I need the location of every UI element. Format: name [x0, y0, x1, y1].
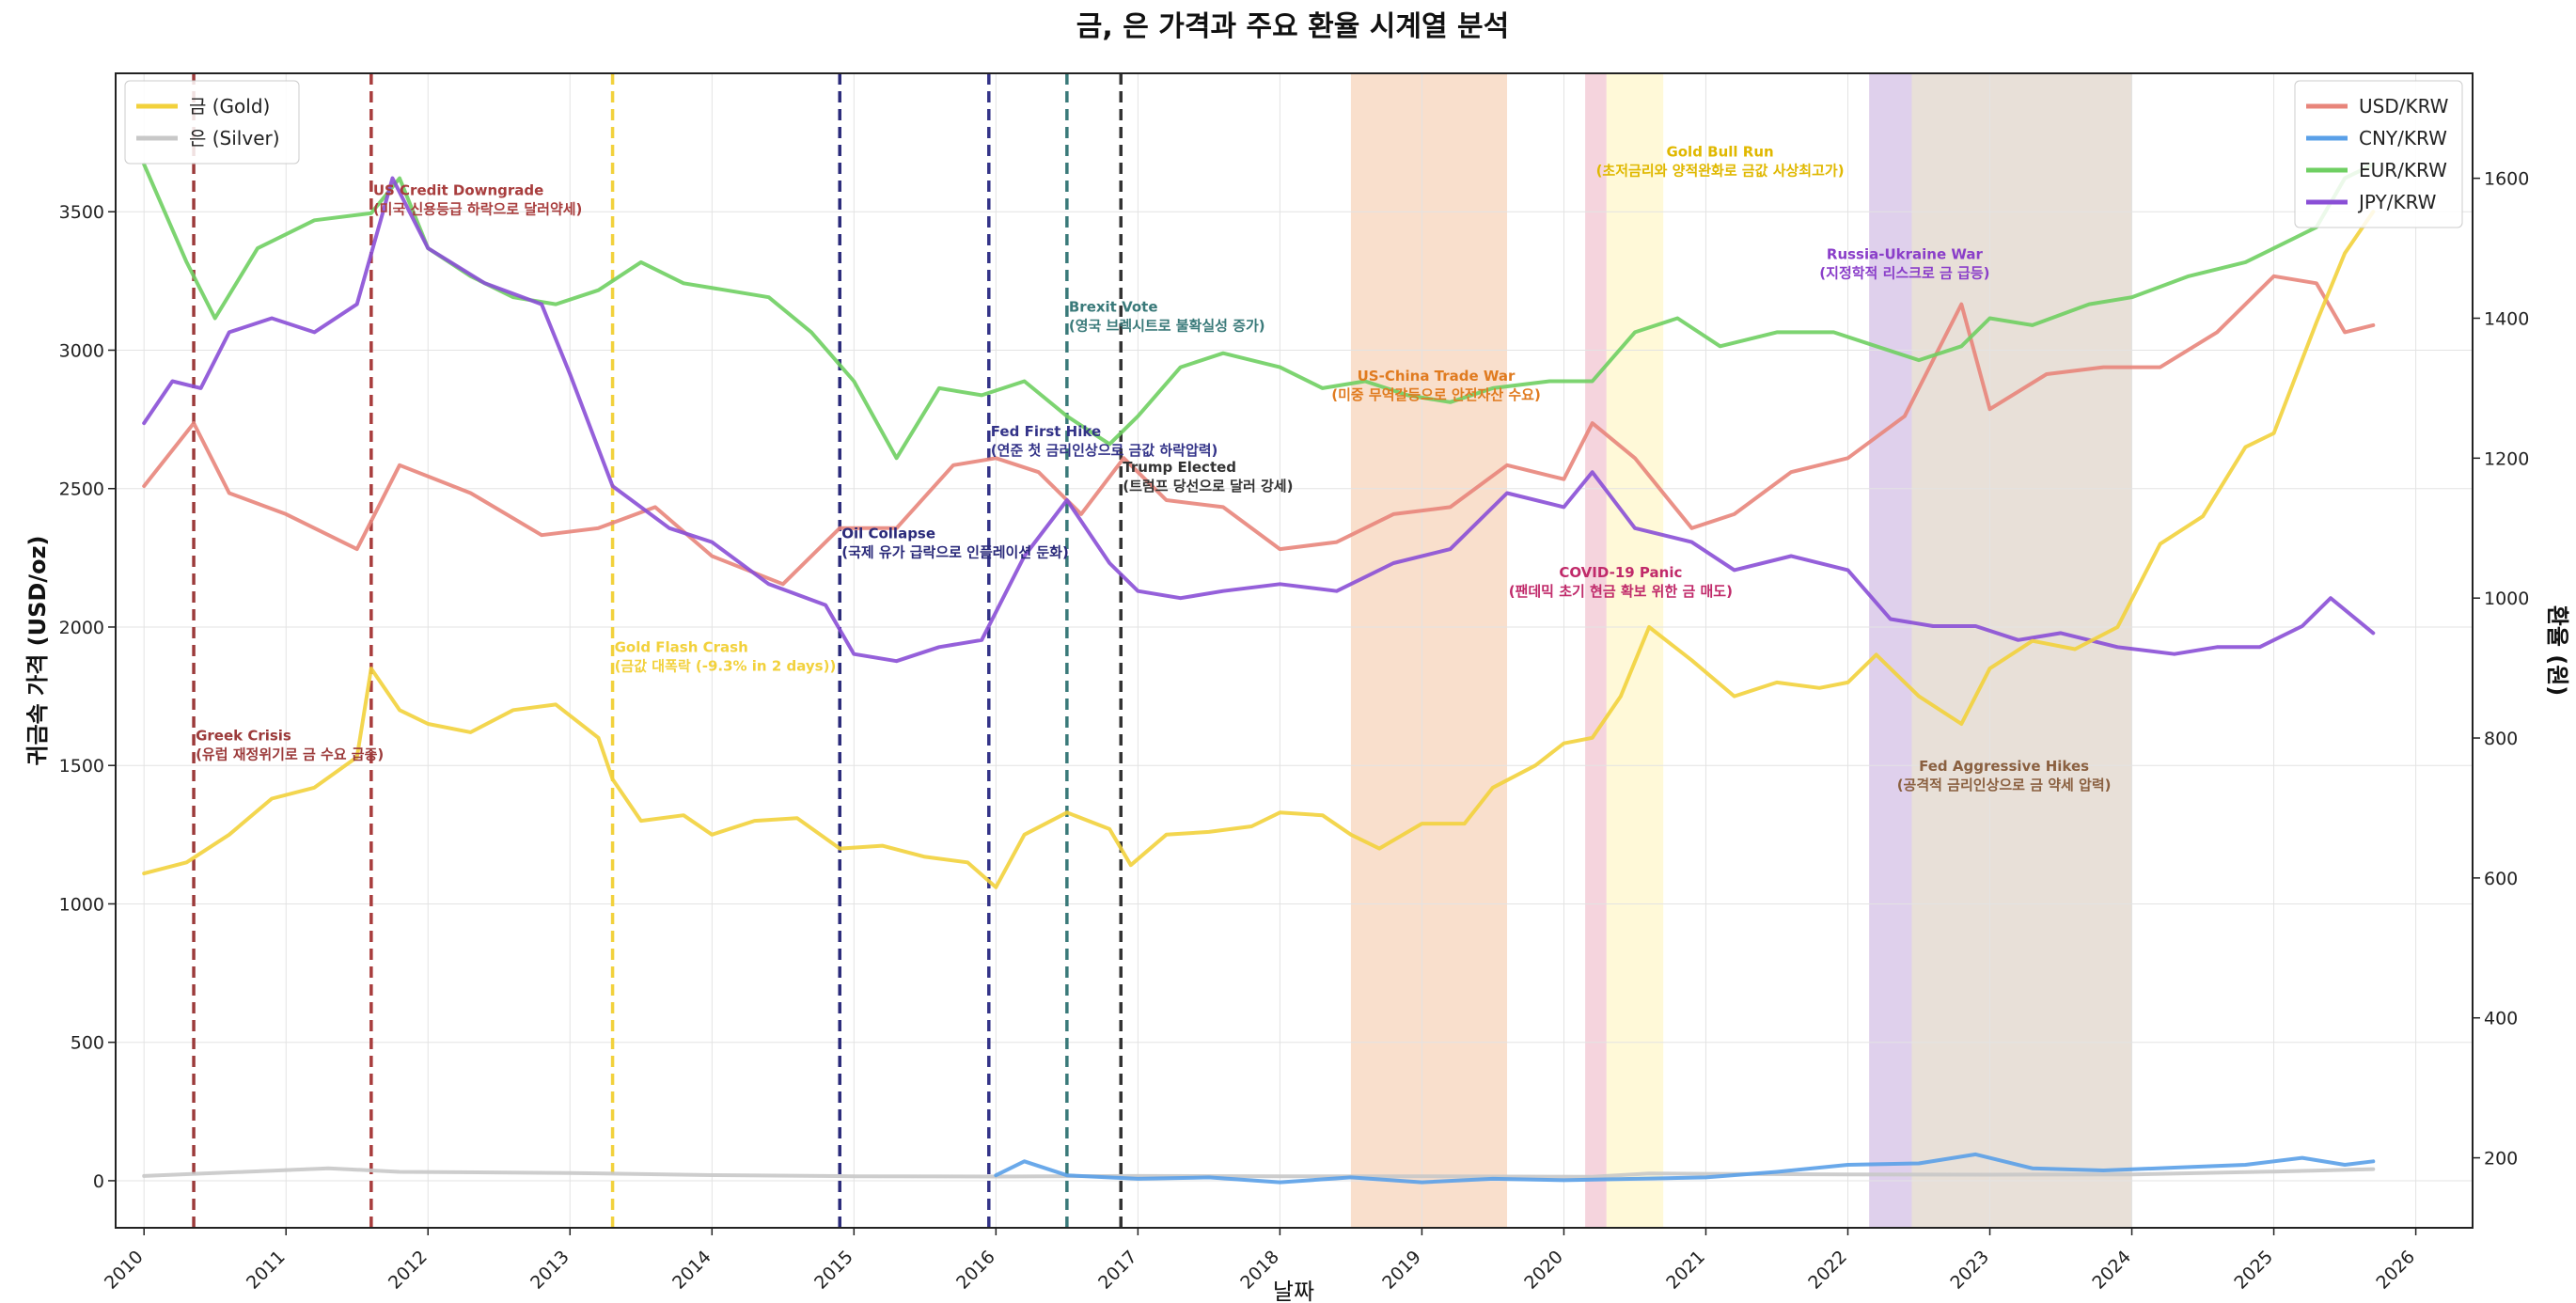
region-label-4-desc: (공격적 금리인상으로 금 약세 압력) — [1897, 777, 2112, 793]
shaded-region-1 — [1585, 73, 1607, 1228]
legend-box — [124, 80, 300, 165]
event-label-6-desc: (트럼프 당선으로 달러 강세) — [1123, 478, 1293, 495]
y-right-tick-label: 400 — [2484, 1009, 2518, 1029]
x-tick-label: 2023 — [1946, 1247, 1993, 1294]
x-tick-label: 2026 — [2372, 1247, 2419, 1294]
y-right-tick-label: 600 — [2484, 869, 2518, 889]
x-tick-label: 2012 — [385, 1247, 432, 1294]
y-axis-label-left: 귀금속 가격 (USD/oz) — [24, 536, 51, 766]
event-label-5-desc: (영국 브렉시트로 불확실성 증가) — [1069, 317, 1265, 334]
region-label-2-title: COVID-19 Panic — [1559, 564, 1682, 581]
x-tick-label: 2013 — [526, 1247, 573, 1294]
region-label-0-desc: (미중 무역갈등으로 안전자산 수요) — [1331, 386, 1541, 403]
x-tick-label: 2016 — [952, 1247, 999, 1294]
region-label-1-title: Gold Bull Run — [1666, 143, 1773, 160]
grid — [116, 73, 2473, 1228]
x-tick-label: 2024 — [2088, 1247, 2135, 1294]
axes: 2010 2011 2012 2013 2014 2015 2016 2017 2018 2019… — [59, 169, 2530, 1294]
legend-label: JPY/KRW — [2357, 191, 2437, 213]
series-line-cny-krw — [994, 1152, 2376, 1185]
y-left-tick-label: 500 — [71, 1033, 104, 1054]
region-label-4-title: Fed Aggressive Hikes — [1919, 758, 2089, 775]
y-left-tick-label: 1000 — [59, 894, 104, 915]
chart-title: 금, 은 가격과 주요 환율 시계열 분석 — [1076, 10, 1509, 43]
y-right-tick-label: 800 — [2484, 729, 2518, 749]
shaded-region-4 — [1911, 73, 2132, 1228]
series-line-usd-krw — [142, 274, 2376, 587]
y-left-tick-label: 2500 — [59, 479, 104, 500]
y-right-tick-label: 1000 — [2484, 589, 2529, 609]
y-left-tick-label: 3500 — [59, 202, 104, 223]
shaded-region-3 — [1869, 73, 1912, 1228]
x-tick-label: 2014 — [668, 1247, 715, 1294]
x-tick-label: 2017 — [1094, 1247, 1141, 1294]
event-label-0-desc: (유럽 재정위기로 금 수요 급증) — [196, 746, 384, 763]
series-line--gold- — [142, 210, 2376, 889]
event-label-3-title: Oil Collapse — [841, 526, 935, 542]
legend-box — [2294, 80, 2463, 228]
legend-left: 금 (Gold) 은 (Silver) — [124, 80, 300, 165]
x-tick-label: 2025 — [2230, 1247, 2277, 1294]
region-label-0-title: US-China Trade War — [1358, 368, 1516, 385]
event-label-5-title: Brexit Vote — [1069, 298, 1158, 315]
shaded-regions — [1350, 73, 2132, 1228]
region-label-1-desc: (초저금리와 양적완화로 금값 사상최고가) — [1596, 162, 1845, 179]
x-tick-label: 2021 — [1662, 1247, 1709, 1294]
y-right-tick-label: 1600 — [2484, 169, 2529, 190]
series-lines — [142, 162, 2376, 1185]
plot-frame — [115, 72, 2474, 1229]
event-label-1-title: US Credit Downgrade — [373, 182, 544, 199]
y-left-tick-label: 1500 — [59, 756, 104, 777]
series-line-jpy-krw — [142, 176, 2376, 664]
region-label-3-desc: (지정학적 리스크로 금 급등) — [1819, 264, 1989, 281]
event-label-3-desc: (국제 유가 급락으로 인플레이션 둔화) — [841, 544, 1069, 561]
x-axis-label: 날짜 — [1273, 1279, 1314, 1303]
legend-label: 은 (Silver) — [189, 127, 280, 149]
annotations: Greek Crisis(유럽 재정위기로 금 수요 급증) US Credit … — [196, 143, 2111, 793]
x-tick-label: 2020 — [1520, 1247, 1567, 1294]
x-tick-label: 2010 — [101, 1247, 148, 1294]
legend-label: USD/KRW — [2359, 95, 2449, 118]
y-right-tick-label: 1400 — [2484, 308, 2529, 329]
shaded-region-2 — [1606, 73, 1664, 1228]
legend-label: CNY/KRW — [2359, 127, 2447, 149]
x-tick-label: 2011 — [243, 1247, 290, 1294]
y-axis-label-right: 환율 (원) — [2544, 605, 2570, 697]
legend-label: EUR/KRW — [2359, 159, 2447, 181]
legend-right: USD/KRW CNY/KRW EUR/KRW JPY/KRW — [2294, 80, 2463, 228]
x-tick-label: 2019 — [1378, 1247, 1425, 1294]
event-label-4-desc: (연준 첫 금리인상으로 금값 하락압력) — [991, 442, 1218, 459]
event-lines — [192, 73, 1123, 1228]
y-right-tick-label: 1200 — [2484, 448, 2529, 469]
y-left-tick-label: 0 — [93, 1171, 104, 1192]
legend-label: 금 (Gold) — [189, 95, 270, 118]
region-label-2-desc: (팬데믹 초기 현금 확보 위한 금 매도) — [1509, 583, 1733, 600]
event-label-1-desc: (미국 신용등급 하락으로 달러약세) — [373, 201, 583, 218]
event-label-0-title: Greek Crisis — [196, 728, 291, 745]
region-label-3-title: Russia-Ukraine War — [1827, 245, 1984, 262]
event-label-4-title: Fed First Hike — [991, 423, 1101, 440]
event-label-2-title: Gold Flash Crash — [615, 638, 748, 655]
y-left-tick-label: 3000 — [59, 340, 104, 361]
y-left-tick-label: 2000 — [59, 618, 104, 638]
event-label-2-desc: (금값 대폭락 (-9.3% in 2 days)) — [615, 657, 837, 674]
y-right-tick-label: 200 — [2484, 1149, 2518, 1170]
event-label-6-title: Trump Elected — [1123, 459, 1236, 476]
x-tick-label: 2022 — [1804, 1247, 1851, 1294]
shaded-region-0 — [1350, 73, 1508, 1228]
x-tick-label: 2015 — [810, 1247, 857, 1294]
